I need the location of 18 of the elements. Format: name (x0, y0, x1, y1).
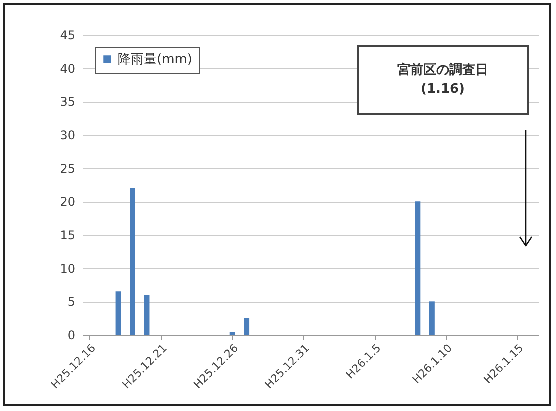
legend-label: 降雨量(mm) (118, 52, 192, 68)
y-tick-label: 35 (60, 95, 76, 110)
y-tick-label: 40 (60, 62, 76, 76)
y-tick-label: 0 (68, 328, 76, 342)
bar (244, 318, 250, 335)
bar (429, 302, 435, 335)
bar (230, 332, 236, 335)
bar (130, 188, 136, 335)
bar (144, 295, 150, 335)
y-tick-label: 15 (60, 228, 76, 242)
y-tick-label: 10 (60, 262, 76, 276)
y-tick-label: 45 (60, 28, 76, 42)
y-tick-label: 20 (60, 195, 76, 210)
y-tick-label: 30 (60, 128, 76, 142)
y-tick-label: 5 (68, 295, 76, 310)
bar (415, 202, 421, 335)
y-tick-label: 25 (60, 162, 76, 176)
bar (116, 292, 122, 335)
